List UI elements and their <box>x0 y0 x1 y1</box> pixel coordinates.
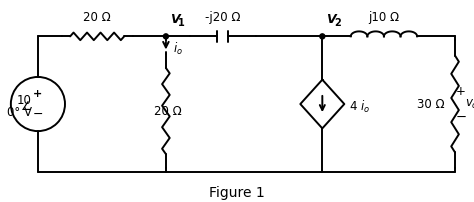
Text: +: + <box>33 89 43 99</box>
Text: +: + <box>456 84 466 98</box>
Text: 1: 1 <box>178 18 185 28</box>
Text: 2: 2 <box>334 18 341 28</box>
Text: $4\ i_o$: $4\ i_o$ <box>349 99 371 115</box>
Text: $i_o$: $i_o$ <box>173 41 183 57</box>
Text: −: − <box>33 108 43 121</box>
Text: 20 Ω: 20 Ω <box>83 11 111 24</box>
Circle shape <box>320 34 325 39</box>
Text: −: − <box>456 110 466 124</box>
Text: j10 Ω: j10 Ω <box>368 11 400 24</box>
Text: 20 Ω: 20 Ω <box>154 104 182 118</box>
Text: Figure 1: Figure 1 <box>209 186 265 200</box>
Text: 30 Ω: 30 Ω <box>417 98 445 110</box>
Text: V: V <box>326 13 336 26</box>
Circle shape <box>164 34 168 39</box>
Text: V: V <box>170 13 180 26</box>
Text: -j20 Ω: -j20 Ω <box>205 11 240 24</box>
Text: $v_o$: $v_o$ <box>465 98 474 110</box>
Text: ∠: ∠ <box>21 100 32 113</box>
Text: 0° V: 0° V <box>7 105 32 119</box>
Text: 10: 10 <box>17 94 32 106</box>
